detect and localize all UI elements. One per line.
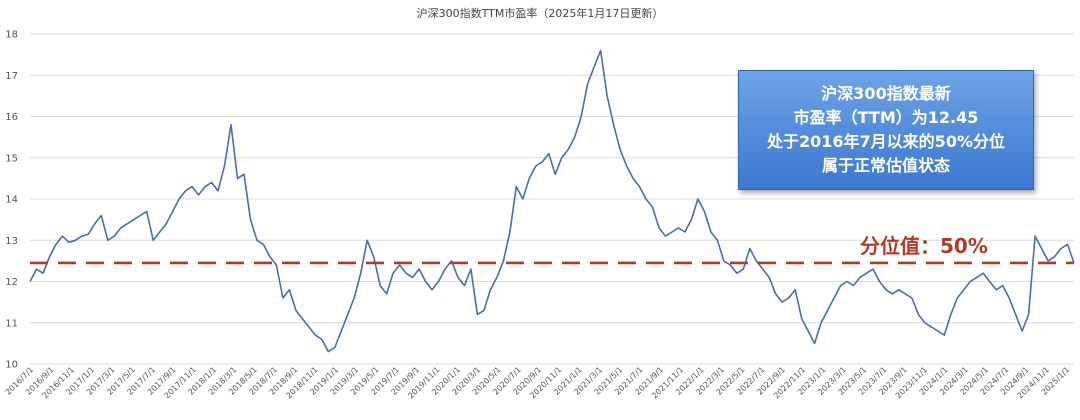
callout-line-4: 属于正常估值状态 (821, 156, 950, 175)
x-axis: 2016/7/12016/9/12016/11/12017/1/12017/3/… (4, 365, 1072, 400)
series-layer (29, 49, 1075, 353)
y-tick-label: 18 (5, 30, 18, 41)
grid (30, 33, 1074, 365)
y-tick-label: 13 (5, 236, 18, 247)
y-axis: 10 11 12 13 14 15 16 17 18 (5, 30, 18, 371)
pe-ttm-series-line (29, 49, 1075, 353)
y-tick-label: 15 (5, 153, 18, 164)
chart-title: 沪深300指数TTM市盈率（2025年1月17日更新） (417, 6, 664, 20)
y-tick-label: 14 (5, 195, 18, 206)
percentile-reference-label: 分位值：50% (860, 234, 988, 258)
y-tick-label: 17 (5, 71, 18, 82)
y-tick-label: 10 (5, 360, 18, 371)
y-tick-label: 11 (5, 318, 18, 329)
y-tick-label: 16 (5, 112, 18, 123)
valuation-callout: 沪深300指数最新 市盈率（TTM）为12.45 处于2016年7月以来的50%… (738, 70, 1034, 190)
callout-line-2: 市盈率（TTM）为12.45 (793, 108, 979, 127)
callout-line-1: 沪深300指数最新 (821, 84, 951, 103)
callout-line-3: 处于2016年7月以来的50%分位 (767, 132, 1005, 151)
y-tick-label: 12 (5, 277, 18, 288)
